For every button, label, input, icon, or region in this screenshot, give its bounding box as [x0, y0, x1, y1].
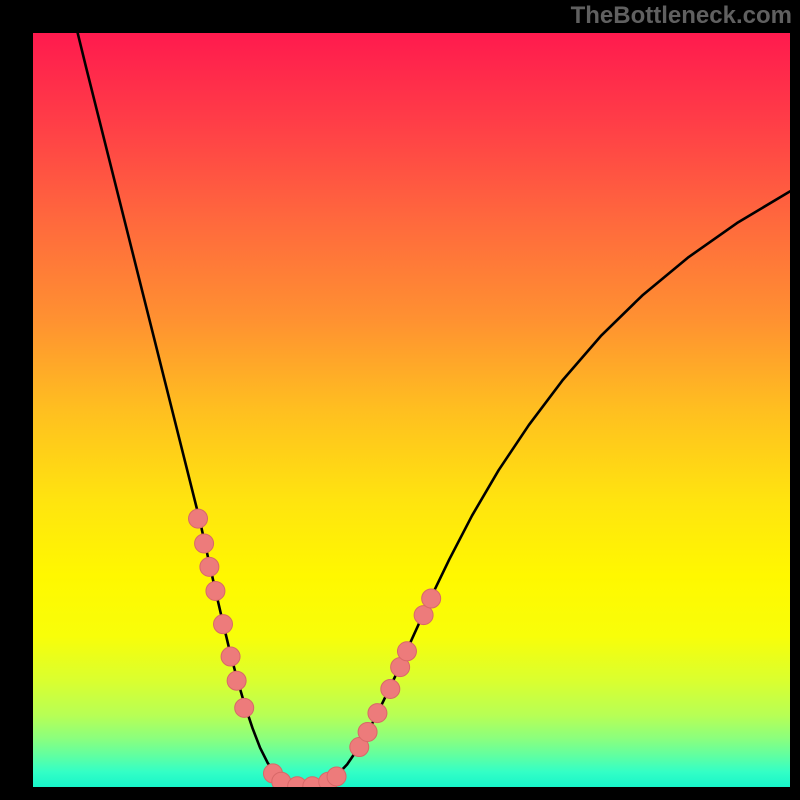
plot-area	[33, 33, 790, 787]
gradient-background	[33, 33, 790, 787]
chart-container: TheBottleneck.com	[0, 0, 800, 800]
watermark-text: TheBottleneck.com	[571, 2, 792, 30]
